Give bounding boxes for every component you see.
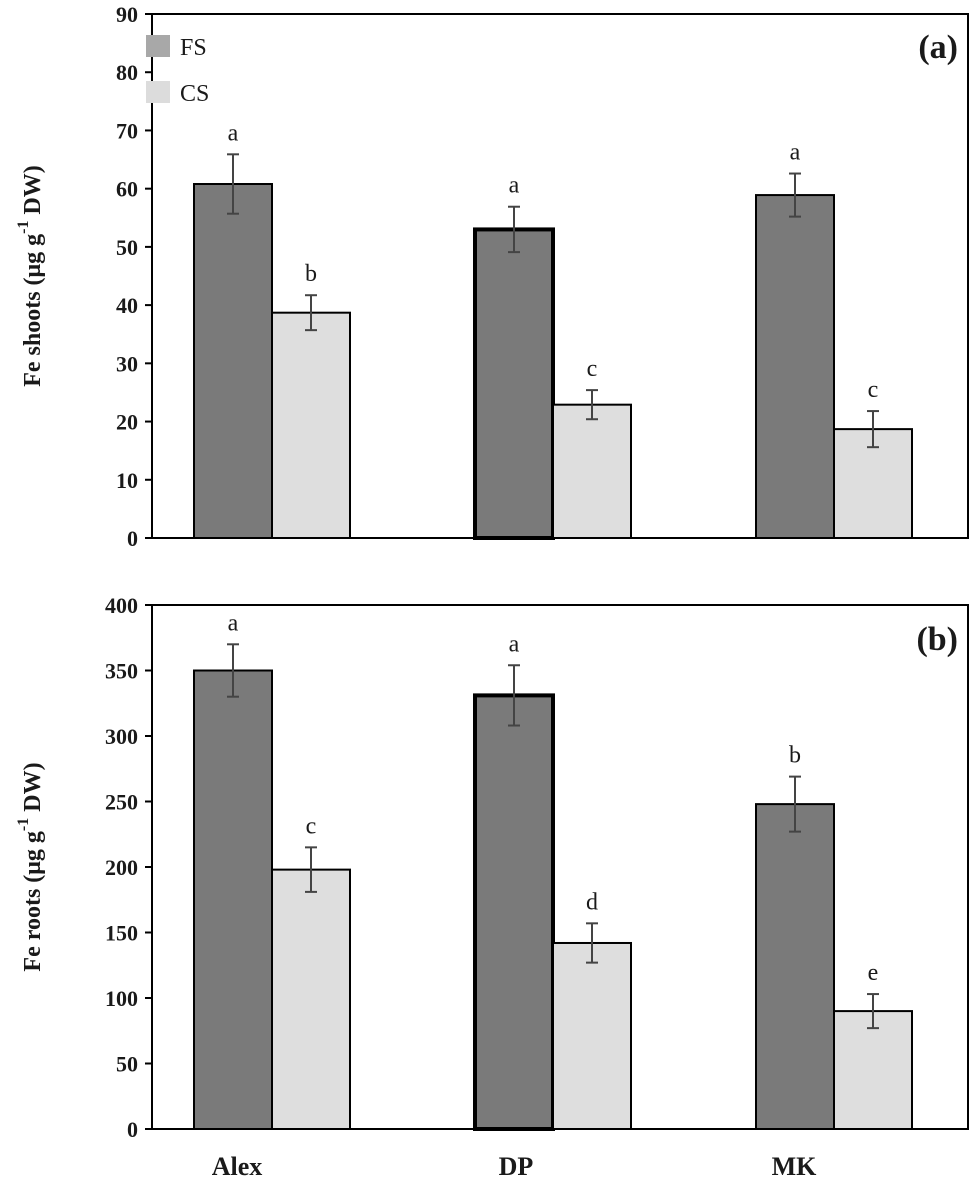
panel-b-y-tick-label: 100 — [105, 986, 138, 1011]
panel-a-y-tick-label: 0 — [127, 526, 138, 551]
x-category-mk: MK — [772, 1152, 818, 1181]
panel-a-y-axis-title: Fe shoots (μg g-1 DW) — [15, 165, 46, 387]
panel-a-significance-letter-fs-alex: a — [228, 120, 239, 146]
panel-a-bar-cs-dp — [552, 403, 632, 539]
panel-b-bar-fs-dp — [473, 693, 555, 1131]
panel-a-significance-letter-cs-mk: c — [868, 377, 879, 403]
panel-b-y-tick-label: 50 — [116, 1052, 138, 1077]
panel-b-bar-fs-mk — [755, 803, 835, 1130]
x-category-alex: Alex — [212, 1152, 263, 1181]
x-category-dp: DP — [499, 1152, 534, 1181]
legend-swatch-cs — [146, 81, 170, 103]
panel-a-bar-fs-alex — [193, 183, 273, 540]
panel-b-bar-cs-alex — [271, 868, 351, 1130]
panel-a-y-tick-label: 40 — [116, 293, 138, 318]
panel-b-y-axis-title-sup: -1 — [15, 818, 32, 831]
panel-a-y-tick-label: 50 — [116, 235, 138, 260]
panel-b-significance-letter-cs-mk: e — [868, 960, 879, 986]
panel-b-y-axis-title: Fe roots (μg g-1 DW) — [15, 762, 46, 971]
panel-a-bars: a a a b c c — [193, 120, 913, 541]
panel-b-y-axis-title-main: Fe roots (μg g — [20, 831, 46, 971]
panel-a-y-tick-label: 90 — [116, 2, 138, 27]
legend-label-cs: CS — [180, 81, 209, 107]
panel-b-y-ticks: 0 50 100 150 200 250 300 350 400 — [105, 593, 152, 1142]
legend: FS CS — [146, 35, 209, 107]
panel-a-y-tick-label: 80 — [116, 60, 138, 85]
panel-a-y-tick-label: 70 — [116, 118, 138, 143]
panel-a-significance-letter-cs-dp: c — [587, 356, 598, 382]
panel-a-bar-fs-dp — [473, 227, 555, 541]
panel-b-significance-letter-fs-dp: a — [509, 631, 520, 657]
panel-b-y-tick-label: 400 — [105, 593, 138, 618]
panel-b-y-tick-label: 350 — [105, 659, 138, 684]
panel-b-label: (b) — [916, 621, 958, 658]
panel-a-y-axis-title-main: Fe shoots (μg g — [20, 234, 46, 387]
panel-a-bar-cs-alex — [271, 311, 351, 539]
panel-b-chart: 0 50 100 150 200 250 300 350 400 a a b c d e (b) Fe r… — [15, 593, 969, 1142]
panel-a-significance-letter-fs-mk: a — [790, 140, 801, 166]
panel-a-y-tick-label: 20 — [116, 410, 138, 435]
legend-label-fs: FS — [180, 35, 207, 61]
panel-a-label: (a) — [918, 29, 958, 66]
x-axis-categories: Alex DP MK — [212, 1152, 817, 1181]
panel-b-significance-letter-cs-dp: d — [586, 889, 598, 915]
legend-swatch-fs — [146, 35, 170, 57]
panel-b-bars: a a b c d e — [193, 610, 913, 1131]
panel-b-y-tick-label: 150 — [105, 921, 138, 946]
panel-b-y-tick-label: 0 — [127, 1117, 138, 1142]
panel-b-significance-letter-fs-alex: a — [228, 610, 239, 636]
panel-b-significance-letter-cs-alex: c — [306, 813, 317, 839]
panel-a-significance-letter-cs-alex: b — [305, 261, 317, 287]
panel-b-y-axis-title-suffix: DW) — [20, 762, 46, 817]
panel-a-chart: 0 10 20 30 40 50 60 70 80 90 a a a b c c (a) Fe shoots… — [15, 2, 969, 551]
panel-b-bar-cs-mk — [833, 1010, 913, 1130]
panel-b-bar-cs-dp — [552, 941, 632, 1130]
panel-a-y-ticks: 0 10 20 30 40 50 60 70 80 90 — [116, 2, 152, 551]
panel-a-y-axis-title-sup: -1 — [15, 221, 32, 234]
panel-b-significance-letter-fs-mk: b — [789, 743, 801, 769]
panel-b-bar-fs-alex — [193, 669, 273, 1130]
panel-a-y-tick-label: 10 — [116, 468, 138, 493]
panel-b-y-tick-label: 300 — [105, 724, 138, 749]
panel-b-y-tick-label: 250 — [105, 790, 138, 815]
panel-a-significance-letter-fs-dp: a — [509, 173, 520, 199]
panel-b-y-tick-label: 200 — [105, 855, 138, 880]
panel-a-bar-fs-mk — [755, 194, 835, 539]
panel-a-y-tick-label: 60 — [116, 177, 138, 202]
panel-a-y-axis-title-suffix: DW) — [20, 165, 46, 220]
panel-a-y-tick-label: 30 — [116, 351, 138, 376]
